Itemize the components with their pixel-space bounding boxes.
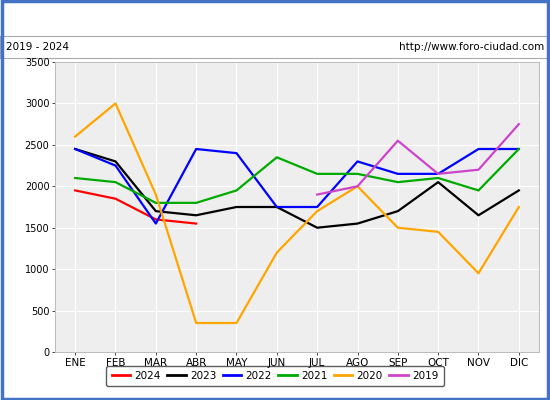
Text: http://www.foro-ciudad.com: http://www.foro-ciudad.com xyxy=(399,42,544,52)
Text: 2019 - 2024: 2019 - 2024 xyxy=(6,42,69,52)
Legend: 2024, 2023, 2022, 2021, 2020, 2019: 2024, 2023, 2022, 2021, 2020, 2019 xyxy=(106,366,444,386)
Text: Evolucion Nº Turistas Nacionales en el municipio de Torredonjimeno: Evolucion Nº Turistas Nacionales en el m… xyxy=(58,12,492,24)
